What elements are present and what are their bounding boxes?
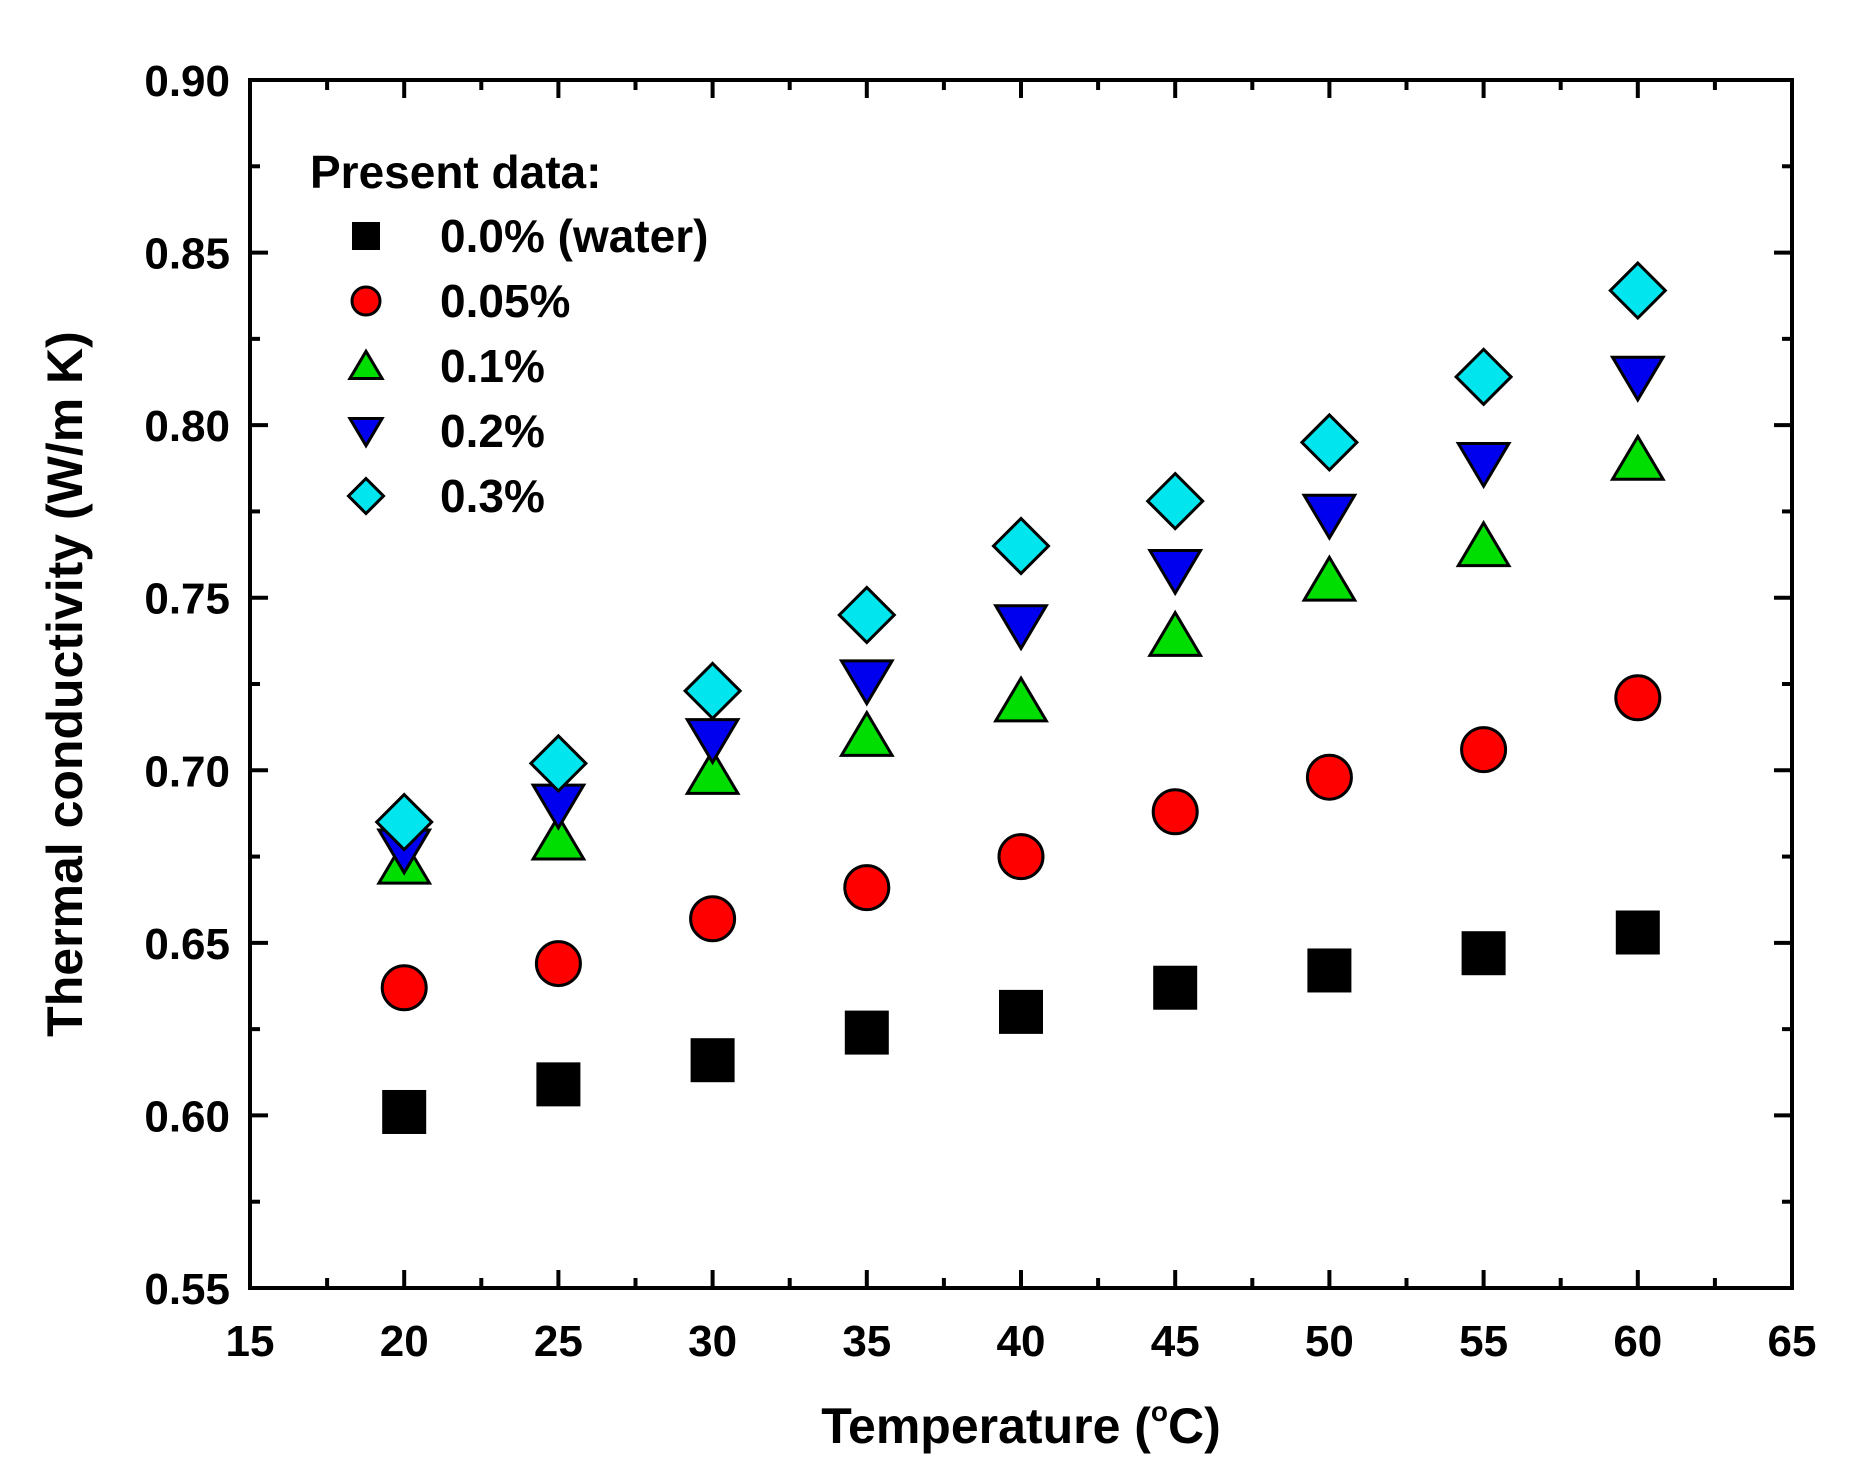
x-tick-label: 60 [1613, 1317, 1662, 1366]
data-point [689, 895, 737, 943]
data-point [684, 718, 741, 766]
x-tick-label: 15 [226, 1317, 275, 1366]
data-point [536, 1062, 581, 1107]
data-point [1145, 471, 1205, 531]
data-point [1307, 948, 1352, 993]
legend-marker [352, 222, 380, 250]
data-point [684, 747, 741, 795]
x-tick-label: 20 [380, 1317, 429, 1366]
data-point [1455, 519, 1512, 568]
data-point [690, 1038, 735, 1083]
legend-title: Present data: [310, 146, 601, 198]
data-point [838, 659, 895, 707]
data-point [380, 964, 428, 1012]
data-point [1609, 433, 1666, 481]
data-point [1301, 554, 1358, 602]
data-point [843, 864, 891, 912]
data-point [1301, 493, 1358, 541]
series-3 [376, 355, 1666, 876]
x-tick-label: 65 [1768, 1317, 1817, 1366]
legend-item: 0.0% (water) [352, 210, 708, 262]
tick-labels-layer: 15 20 25 30 35 40 45 50 55 60 65 0.55 0.60 0.65 0.70 0.… [144, 57, 1816, 1366]
legend-item: 0.05% [350, 275, 570, 327]
plot-frame [248, 78, 1794, 1290]
data-point [534, 940, 582, 988]
data-point [382, 1089, 427, 1134]
x-axis-label-degree: o [1151, 1396, 1168, 1427]
data-point [1151, 788, 1199, 836]
legend-label: 0.0% (water) [440, 210, 708, 262]
x-axis-label: Temperature (oC) [821, 1396, 1221, 1454]
y-tick-label: 0.65 [144, 920, 230, 969]
data-point [1460, 726, 1508, 774]
y-tick-label: 0.55 [144, 1265, 230, 1314]
series-1 [380, 674, 1662, 1012]
x-tick-label: 25 [534, 1317, 583, 1366]
data-point [1609, 355, 1666, 403]
data-point [374, 792, 434, 852]
x-axis-label-pre: Temperature ( [821, 1398, 1151, 1454]
legend-item: 0.1% [347, 340, 545, 392]
series-2 [376, 433, 1666, 885]
data-point [1455, 441, 1512, 490]
legend-marker [350, 285, 382, 317]
x-tick-label: 35 [842, 1317, 891, 1366]
data-point [844, 1010, 889, 1055]
data-point [997, 833, 1045, 881]
data-point [1153, 965, 1198, 1010]
data-layer [374, 260, 1668, 1134]
y-tick-label: 0.90 [144, 57, 230, 106]
legend-label: 0.05% [440, 275, 570, 327]
series-4 [374, 260, 1668, 852]
y-tick-label: 0.70 [144, 747, 230, 796]
x-tick-label: 40 [997, 1317, 1046, 1366]
legend: Present data: 0.0% (water) 0.05% 0.1% 0.2% 0… [310, 146, 708, 522]
legend-label: 0.1% [440, 340, 545, 392]
y-axis-label: Thermal conductivity (W/m K) [37, 331, 93, 1037]
data-point [1299, 412, 1360, 473]
legend-label: 0.2% [440, 405, 545, 457]
x-axis-label-post: C) [1168, 1398, 1221, 1454]
y-tick-label: 0.80 [144, 402, 230, 451]
legend-marker [346, 476, 386, 516]
data-point [682, 661, 743, 721]
y-tick-label: 0.85 [144, 230, 230, 279]
data-point [1615, 910, 1660, 955]
data-point [1453, 347, 1514, 407]
legend-label: 0.3% [440, 470, 545, 522]
x-tick-label: 50 [1305, 1317, 1354, 1366]
data-point [1608, 260, 1668, 321]
legend-marker [347, 417, 385, 449]
data-point [837, 585, 897, 645]
data-point [838, 709, 895, 757]
data-point [1147, 609, 1204, 657]
x-tick-label: 55 [1459, 1317, 1508, 1366]
legend-marker [347, 348, 385, 380]
data-point [991, 516, 1051, 576]
series-0 [382, 910, 1660, 1134]
x-tick-label: 30 [688, 1317, 737, 1366]
data-point [1614, 674, 1662, 722]
data-point [1147, 548, 1204, 597]
data-point [993, 675, 1049, 723]
data-point [1461, 931, 1506, 976]
y-tick-label: 0.75 [144, 575, 230, 624]
data-point [999, 989, 1043, 1034]
x-tick-label: 45 [1151, 1317, 1200, 1366]
data-point [528, 733, 589, 794]
data-point [530, 813, 587, 861]
data-point [993, 604, 1049, 652]
legend-item: 0.2% [347, 405, 545, 457]
data-point [1305, 753, 1353, 801]
legend-item: 0.3% [346, 470, 545, 522]
y-tick-label: 0.60 [144, 1092, 230, 1141]
